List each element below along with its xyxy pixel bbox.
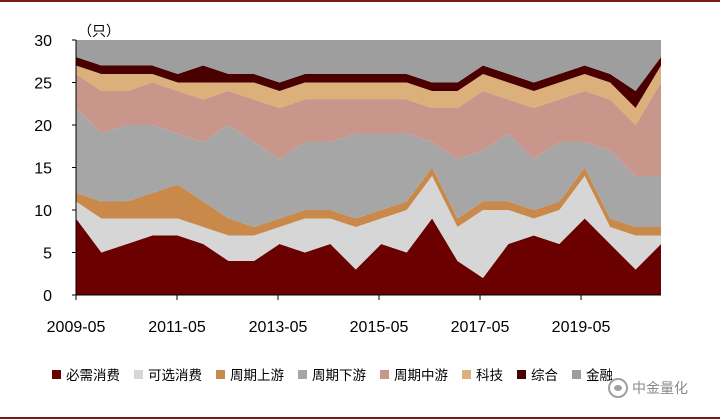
y-tick-label: 15 <box>34 161 52 178</box>
legend: 必需消费 可选消费 周期上游 周期下游 周期中游 科技 综合 金融 <box>52 364 613 384</box>
legend-label: 必需消费 <box>66 368 120 384</box>
legend-swatch <box>216 369 225 379</box>
y-tick-label: 5 <box>43 246 52 263</box>
area-series-5 <box>76 65 661 125</box>
legend-item: 科技 <box>462 364 503 384</box>
axes: 0 5 10 15 20 25 30 2009-05 2011-05 2013-05 2015-05… <box>34 33 661 336</box>
area-series-7 <box>76 40 661 91</box>
legend-item: 周期下游 <box>298 364 366 384</box>
x-tick-label: 2015-05 <box>350 319 409 336</box>
y-tick-label: 10 <box>34 203 52 220</box>
y-tick-label: 0 <box>43 288 52 305</box>
legend-swatch <box>52 369 61 379</box>
legend-swatch <box>380 369 389 379</box>
plot-areas <box>76 40 661 295</box>
wechat-icon <box>608 378 628 398</box>
legend-item: 必需消费 <box>52 364 120 384</box>
bottom-border <box>0 417 720 419</box>
legend-swatch <box>462 369 471 379</box>
area-series-6 <box>76 57 661 108</box>
x-tick-label: 2011-05 <box>148 319 206 336</box>
legend-label: 周期下游 <box>312 368 366 384</box>
y-tick-label: 30 <box>34 33 52 50</box>
area-series-3 <box>76 108 661 227</box>
y-unit-label: （只） <box>78 24 120 40</box>
x-tick-label: 2013-05 <box>249 319 308 336</box>
legend-label: 周期中游 <box>394 368 448 384</box>
x-tick-label: 2017-05 <box>451 319 510 336</box>
legend-item: 周期中游 <box>380 364 448 384</box>
legend-label: 周期上游 <box>230 368 284 384</box>
watermark: 中金量化 <box>608 378 688 398</box>
area-series-1 <box>76 176 661 278</box>
legend-swatch <box>572 369 581 379</box>
legend-item: 可选消费 <box>134 364 202 384</box>
legend-swatch <box>134 369 143 379</box>
y-tick-label: 20 <box>34 118 52 135</box>
y-tick-label: 25 <box>34 76 52 93</box>
x-tick-label: 2009-05 <box>47 319 106 336</box>
legend-item: 综合 <box>517 364 558 384</box>
legend-label: 金融 <box>586 368 613 384</box>
x-tick-label: 2019-05 <box>552 319 611 336</box>
legend-swatch <box>298 369 307 379</box>
legend-label: 可选消费 <box>148 368 202 384</box>
legend-swatch <box>517 369 526 379</box>
legend-label: 综合 <box>531 368 558 384</box>
watermark-text: 中金量化 <box>632 381 688 397</box>
area-series-2 <box>76 167 661 236</box>
legend-item: 周期上游 <box>216 364 284 384</box>
legend-item: 金融 <box>572 364 613 384</box>
top-border <box>0 0 720 2</box>
area-series-4 <box>76 74 661 176</box>
legend-label: 科技 <box>476 368 503 384</box>
